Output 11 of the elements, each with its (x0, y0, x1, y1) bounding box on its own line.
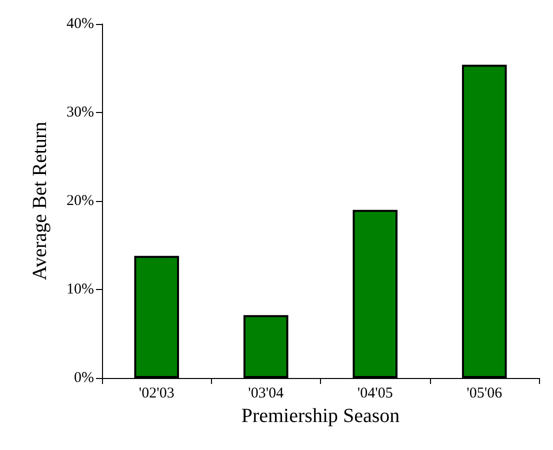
y-tick-label: 20% (66, 193, 94, 209)
x-tick-label: '02'03 (138, 386, 174, 402)
x-tick-label: '04'05 (357, 386, 393, 402)
x-tick-label: '05'06 (466, 386, 503, 402)
x-tick-label: '03'04 (248, 386, 284, 402)
y-tick-label: 0% (74, 370, 94, 386)
y-tick-label: 10% (66, 282, 94, 298)
y-tick-label: 30% (66, 104, 94, 120)
y-tick-label: 40% (66, 16, 94, 32)
y-axis-title: Average Bet Return (29, 122, 51, 280)
x-axis-title: Premiership Season (241, 405, 400, 427)
